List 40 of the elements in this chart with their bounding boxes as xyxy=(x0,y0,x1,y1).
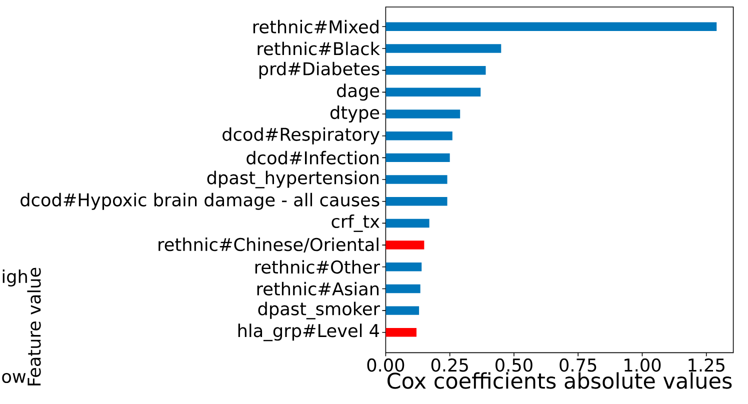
x-tick-label: 0.75 xyxy=(560,358,596,372)
text: Feature value xyxy=(27,268,41,386)
y-tick-label: dpast_smoker xyxy=(258,302,380,320)
bar xyxy=(386,110,460,118)
bar xyxy=(386,66,486,75)
bar xyxy=(386,240,424,250)
y-tick-label: dpast_hypertension xyxy=(207,170,379,188)
x-tick-label: 0.25 xyxy=(431,358,468,372)
y-tick-label: dtype xyxy=(330,106,380,123)
bar xyxy=(386,306,420,315)
y-tick-label: dage xyxy=(337,84,380,101)
y-tick-label: hla_grp#Level 4 xyxy=(238,324,380,342)
y-tick-label: dcod#Hypoxic brain damage - all causes xyxy=(20,192,380,210)
text: igh xyxy=(2,269,27,287)
bar xyxy=(386,153,450,162)
y-tick-label: rethnic#Asian xyxy=(257,282,379,296)
bar xyxy=(386,44,502,53)
bar xyxy=(386,284,420,294)
x-tick-label: 0.00 xyxy=(367,358,404,372)
x-axis-title: Cox coefficients absolute values xyxy=(388,372,732,389)
y-tick-label: rethnic#Chinese/Oriental xyxy=(158,238,378,253)
bar xyxy=(386,218,430,228)
bar xyxy=(386,262,422,272)
bar xyxy=(386,196,448,206)
x-tick-label: 0.50 xyxy=(496,358,532,372)
y-tick-label: rethnic#Mixed xyxy=(253,20,378,34)
bar xyxy=(386,88,481,97)
bar xyxy=(386,328,416,337)
x-tick-label: 1.25 xyxy=(688,358,724,372)
y-tick-label: dcod#Infection xyxy=(246,150,379,164)
bar xyxy=(386,175,448,184)
y-tick-label: rethnic#Black xyxy=(258,42,380,56)
y-tick-label: dcod#Respiratory xyxy=(222,127,380,144)
text: ow xyxy=(2,372,26,384)
x-tick-label: 1.00 xyxy=(624,358,661,372)
y-tick-label: prd#Diabetes xyxy=(259,62,380,79)
bar xyxy=(386,22,717,32)
y-tick-label: crf_tx xyxy=(332,214,380,232)
y-tick-label: rethnic#Other xyxy=(255,260,380,274)
bar xyxy=(386,131,452,140)
